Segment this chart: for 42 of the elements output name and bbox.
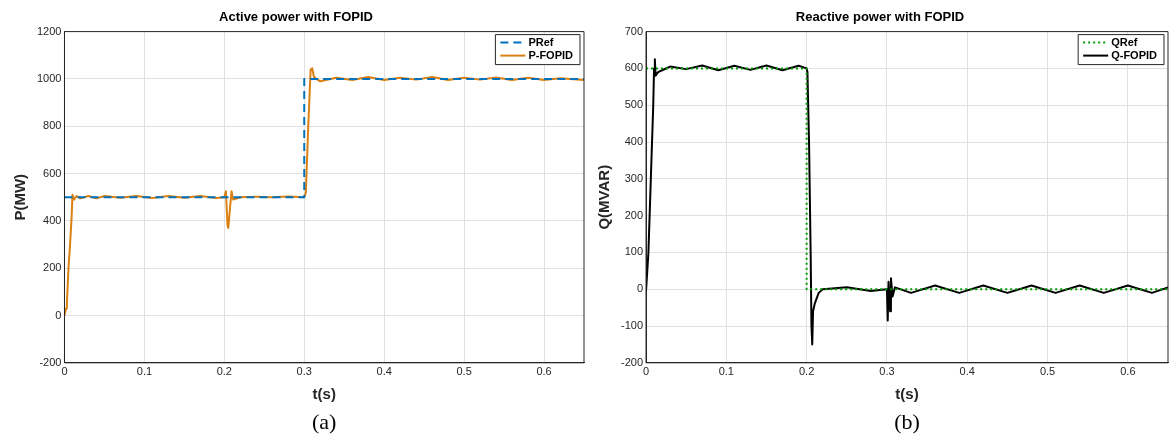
y-tick-label: 700 <box>624 24 644 37</box>
x-tick-label: 0.4 <box>376 365 392 378</box>
y-tick-label: 800 <box>43 119 62 132</box>
y-tick-label: 600 <box>43 166 62 179</box>
x-tick-label: 0.6 <box>1120 365 1136 378</box>
x-tick-label: 0.1 <box>136 365 153 378</box>
chart-title: Reactive power with FOPID <box>795 9 965 25</box>
y-tick-label: -200 <box>620 355 644 368</box>
y-tick-label: 200 <box>624 208 644 221</box>
y-tick-label: 0 <box>55 308 62 321</box>
y-tick-label: 300 <box>624 171 644 184</box>
x-tick-label: 0.5 <box>456 365 472 378</box>
legend-label: P-FOPID <box>528 48 574 61</box>
legend-label: Q-FOPID <box>1111 48 1158 61</box>
x-tick-label: 0.5 <box>1039 365 1056 378</box>
x-tick-label: 0.2 <box>216 365 232 378</box>
y-axis-title: P(MW) <box>11 173 29 221</box>
y-tick-label: 100 <box>624 245 644 258</box>
y-tick-label: 1200 <box>36 24 62 37</box>
x-tick-label: 0.4 <box>959 365 975 378</box>
y-tick-label: 600 <box>624 61 644 74</box>
chart-title: Active power with FOPID <box>219 9 373 25</box>
x-axis-title: t(s) <box>895 385 919 403</box>
y-tick-label: -200 <box>39 355 62 368</box>
y-tick-label: 1000 <box>36 71 62 84</box>
y-tick-label: 200 <box>43 261 62 274</box>
x-tick-label: 0.1 <box>718 365 734 378</box>
x-tick-label: 0.3 <box>879 365 895 378</box>
x-axis-title: t(s) <box>312 385 336 403</box>
y-tick-label: 400 <box>624 135 644 148</box>
y-tick-label: -100 <box>620 319 644 332</box>
y-tick-label: 0 <box>636 282 644 295</box>
y-axis-title: Q(MVAR) <box>595 164 613 230</box>
x-tick-label: 0.6 <box>536 365 552 378</box>
y-tick-label: 500 <box>624 98 644 111</box>
text: (a) <box>312 408 337 434</box>
x-tick-label: 0.2 <box>798 365 815 378</box>
legend-label: QRef <box>1111 35 1138 48</box>
y-tick-label: 400 <box>43 213 62 226</box>
x-tick-label: 0.3 <box>296 365 312 378</box>
text: (b) <box>894 408 920 434</box>
legend-label: PRef <box>528 35 554 48</box>
